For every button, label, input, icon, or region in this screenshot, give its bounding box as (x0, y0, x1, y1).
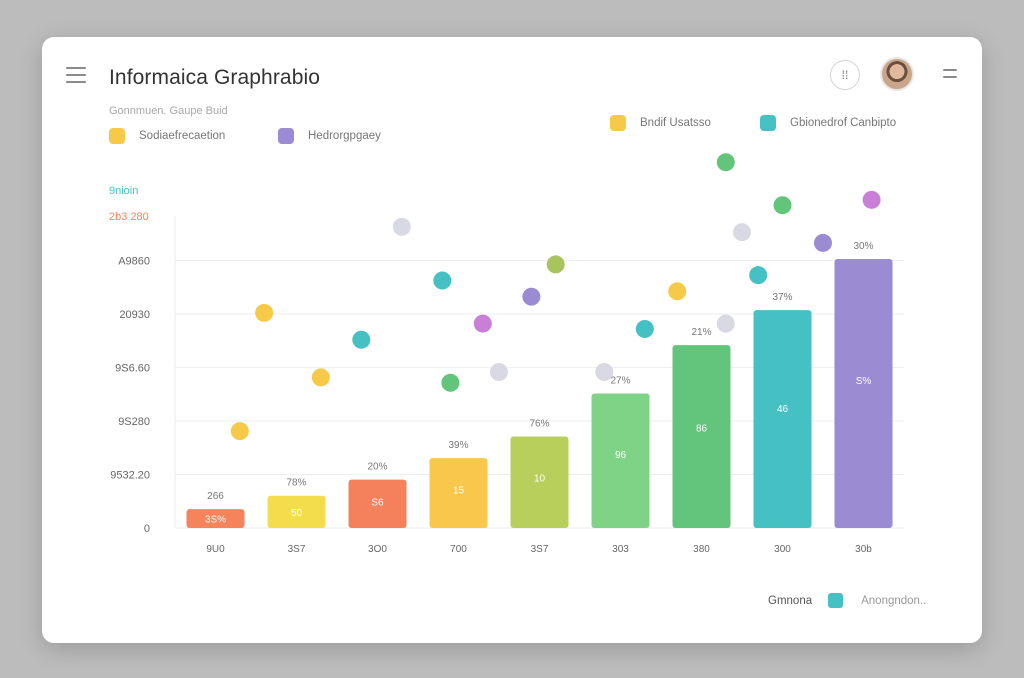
y-tick-label: 9532.20 (110, 470, 150, 482)
bar (834, 259, 893, 528)
x-tick-label: 3O0 (368, 544, 387, 555)
x-tick-label: 303 (612, 544, 629, 555)
scatter-point (668, 282, 687, 301)
scatter-point (522, 287, 541, 306)
scatter-point (716, 314, 735, 333)
bar-top-label: 266 (207, 491, 224, 502)
legend-item-4[interactable]: Gbionedrof Canbipto (760, 115, 896, 131)
page-title: Informaica Graphrabio (109, 66, 321, 89)
legend-bottom-swatch (828, 593, 844, 608)
bar (429, 458, 488, 528)
y-tick-label: 9S6.60 (115, 363, 150, 375)
scatter-point (473, 314, 492, 333)
y-tick-label: 9S280 (118, 416, 150, 428)
bar-top-label: 27% (610, 376, 630, 387)
scatter-point (733, 223, 751, 242)
bar (510, 436, 569, 528)
scatter-point (433, 271, 452, 290)
bar (186, 509, 245, 528)
page-subtitle: Gonnmuen. Gaupe Buid (109, 105, 228, 117)
bar-inner-label: 3S% (205, 515, 226, 526)
scatter-point (773, 196, 792, 215)
x-tick-label: 3S7 (288, 544, 306, 555)
more-icon[interactable] (943, 69, 957, 83)
scatter-point (441, 373, 460, 392)
avatar[interactable] (880, 57, 914, 91)
bar-inner-label: 15 (453, 486, 465, 497)
scatter-point (595, 363, 614, 381)
scatter-point (635, 319, 654, 338)
bar (267, 495, 326, 528)
legend-swatch (109, 128, 125, 144)
legend-item-1[interactable]: Sodiaefrecaetion (109, 128, 225, 144)
y-tick-label: A9860 (118, 256, 150, 268)
bar-top-label: 30% (853, 241, 873, 252)
bar-inner-label: 96 (615, 450, 627, 461)
legend-bottom-right: Anongndon.. (861, 594, 927, 607)
bar (591, 393, 650, 528)
scatter-point (392, 217, 411, 236)
bar-inner-label: 46 (777, 404, 789, 415)
legend-label: Sodiaefrecaetion (139, 130, 226, 142)
x-tick-label: 300 (774, 544, 791, 555)
y-tick-label: 0 (144, 523, 150, 535)
scatter-point (490, 363, 508, 381)
x-tick-label: 700 (450, 544, 467, 555)
bar-inner-label: 86 (696, 423, 708, 434)
scatter-point (814, 233, 832, 252)
x-tick-label: 9U0 (206, 544, 225, 555)
legend-label: Hedrorgpgaey (308, 130, 381, 142)
legend-label: Bndif Usatsso (640, 117, 711, 129)
legend-swatch (610, 115, 626, 131)
bar-inner-label: 50 (291, 508, 303, 519)
scatter-point (230, 422, 249, 441)
legend-bottom: Gmnona Anongndon.. (768, 593, 926, 608)
bar (348, 479, 407, 528)
bar-inner-label: 10 (534, 474, 546, 485)
legend-swatch (760, 115, 776, 131)
chart-card: Informaica Graphrabio Gonnmuen. Gaupe Bu… (42, 37, 982, 643)
axis-header-value: 2b3 280 (109, 211, 149, 223)
scatter-point (749, 266, 768, 285)
legend-swatch (278, 128, 294, 144)
scatter-point (862, 190, 881, 209)
axis-header-label: 9nioin (109, 185, 139, 197)
bar-top-label: 21% (691, 327, 711, 338)
bar (672, 345, 731, 528)
scatter-point (311, 368, 330, 387)
x-tick-label: 3S7 (531, 544, 549, 555)
legend-item-3[interactable]: Bndif Usatsso (610, 115, 711, 131)
scatter-point (255, 303, 274, 322)
bar-top-label: 39% (448, 440, 468, 451)
y-tick-label: 20930 (119, 309, 150, 321)
scatter-point (716, 153, 735, 172)
bar-top-label: 78% (286, 478, 306, 489)
legend-item-2[interactable]: Hedrorgpgaey (278, 128, 381, 144)
grid-icon[interactable]: ⁞⁞ (830, 60, 860, 90)
chart-plot: 0 9532.20 9S280 9S6.60 20930 A9860 266 3S% 9U0 78… (110, 153, 904, 555)
scatter-point (352, 330, 371, 349)
legend-bottom-left: Gmnona (768, 594, 813, 607)
legend-label: Gbionedrof Canbipto (790, 117, 897, 129)
x-tick-label: 30b (855, 544, 872, 555)
bar-inner-label: S% (856, 376, 872, 387)
bar (753, 310, 812, 528)
bar-top-label: 20% (367, 462, 387, 473)
hamburger-icon[interactable] (66, 67, 86, 83)
bar-top-label: 37% (772, 292, 792, 303)
bar-inner-label: S6 (371, 497, 384, 508)
scatter-point (546, 255, 565, 274)
x-tick-label: 380 (693, 544, 710, 555)
bar-top-label: 76% (529, 419, 549, 430)
